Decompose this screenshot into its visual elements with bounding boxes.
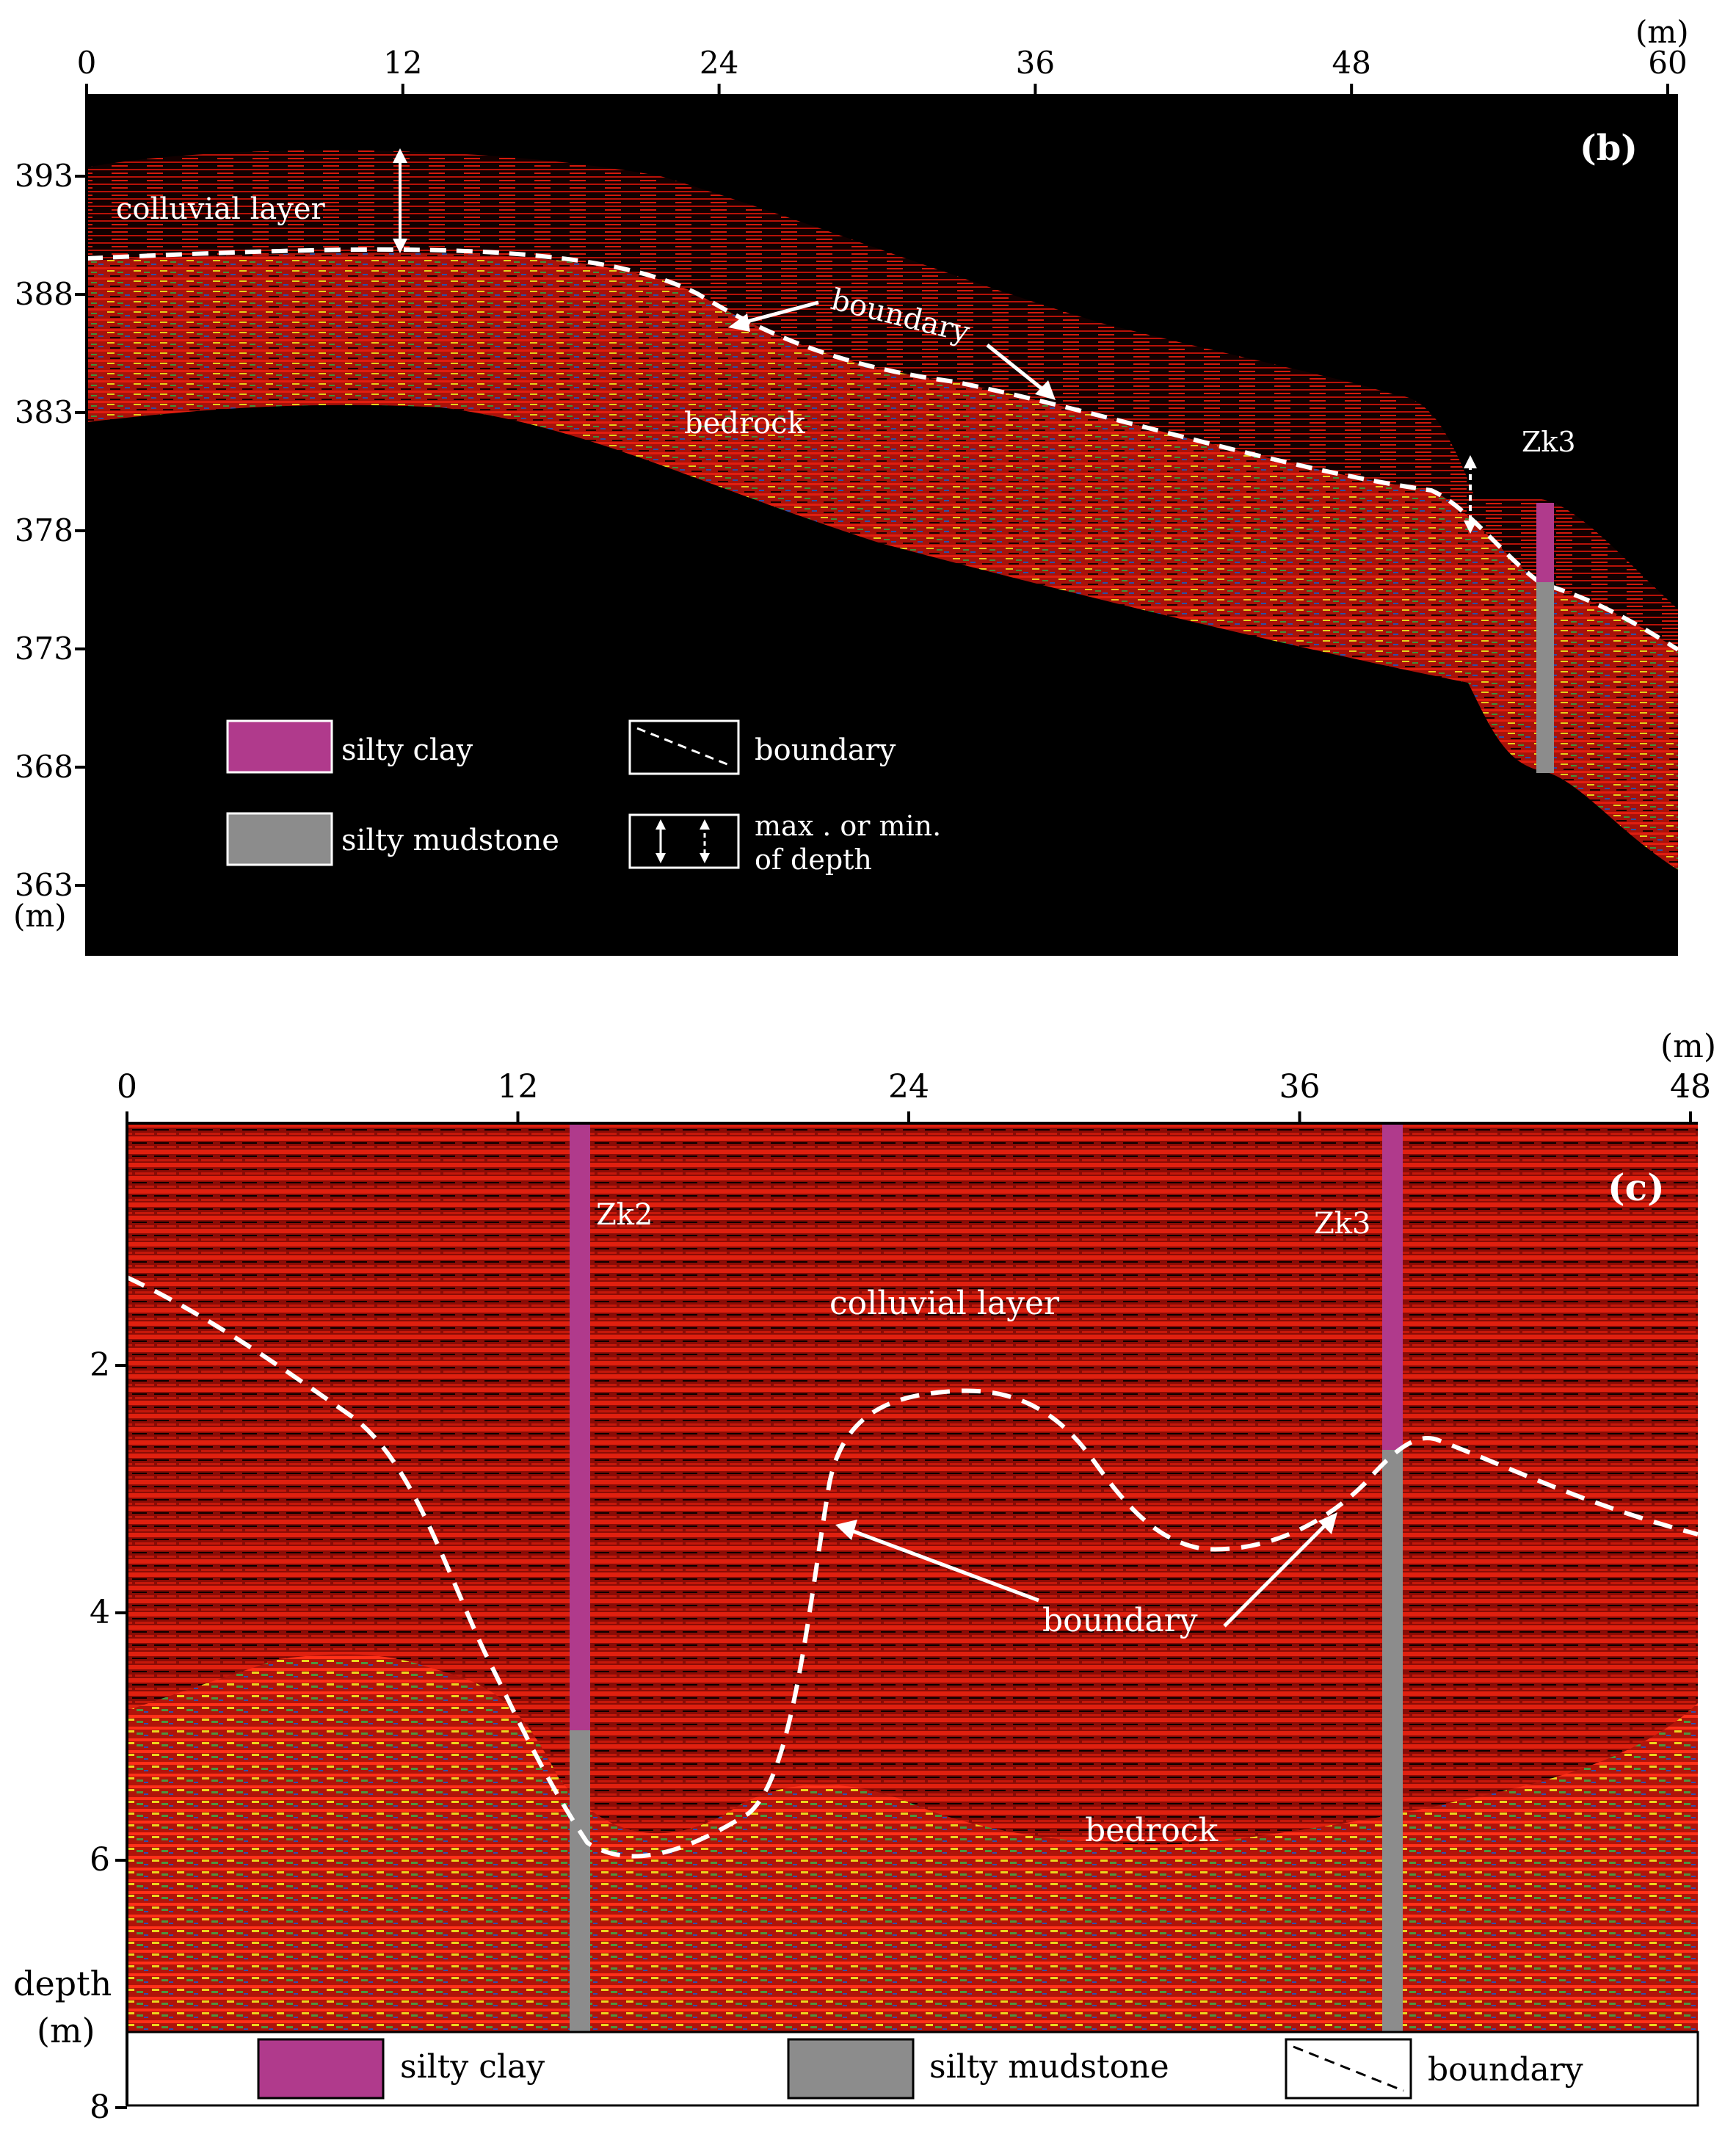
panel-c-borehole-zk2-mudstone (570, 1730, 590, 2032)
legend-b-depth-label-1: max . or min. (755, 810, 941, 842)
panel-b-x-tick-label-4: 48 (1332, 45, 1370, 81)
panel-b-boundary-arrows (728, 300, 1056, 400)
panel-b-y-tick-label-2: 383 (15, 394, 73, 430)
panel-c-bedrock-label: bedrock (1085, 1812, 1219, 1849)
panel-b-colluvial-label: colluvial layer (116, 192, 325, 226)
panel-c-borehole-zk3-label: Zk3 (1314, 1207, 1370, 1241)
panel-b-x-tick-label-1: 12 (383, 45, 422, 81)
panel-b-boundary-line (86, 247, 1679, 652)
legend-b-boundary-label: boundary (755, 733, 896, 767)
legend-b-silty-mudstone-label: silty mudstone (341, 824, 559, 857)
panel-c-borehole-zk3-clay (1382, 1123, 1403, 1450)
panel-c-panel-label: (c) (1608, 1166, 1665, 1209)
panel-b-y-ticks: 393 388 383 378 373 368 363 (15, 158, 87, 903)
panel-b-y-tick-label-3: 378 (15, 512, 73, 548)
panel-b-x-tick-label-0: 0 (77, 45, 97, 81)
panel-b-colluvial-band (87, 150, 1678, 650)
legend-c-silty-clay-swatch (257, 2038, 385, 2100)
panel-c-x-tick-label-3: 36 (1279, 1068, 1321, 1106)
legend-c-silty-mudstone-label: silty mudstone (929, 2048, 1169, 2086)
panel-c-y-label-1: depth (13, 1964, 112, 2003)
panel-b-borehole-label: Zk3 (1522, 426, 1576, 458)
panel-c-y-tick-label-3: 8 (90, 2089, 110, 2126)
panel-c-y-label-2: (m) (37, 2011, 95, 2050)
panel-c-y-tick-label-2: 6 (90, 1841, 110, 1879)
legend-b-silty-clay-swatch (226, 719, 333, 774)
legend-c-silty-mudstone-swatch (787, 2038, 915, 2100)
panel-b-bedrock-band (87, 253, 1678, 870)
legend-c-boundary-label: boundary (1428, 2051, 1583, 2089)
panel-c-x-tick-label-4: 48 (1670, 1068, 1711, 1106)
panel-b-legend: silty clay silty mudstone boundary max .… (226, 719, 941, 876)
panel-b-borehole-mudstone (1536, 582, 1554, 773)
panel-b-panel-label: (b) (1580, 128, 1638, 169)
panel-c-x-ticks: 0 12 24 36 48 (117, 1068, 1711, 1123)
panel-b-min-depth-arrow (1464, 455, 1477, 534)
panel-b: colluvial layer boundary bedrock Zk3 (b)… (13, 14, 1689, 956)
panel-c-x-tick-label-2: 24 (888, 1068, 929, 1106)
panel-c-y-tick-label-1: 4 (90, 1594, 110, 1631)
panel-c-x-tick-label-0: 0 (117, 1068, 137, 1106)
panel-c-borehole-zk2-clay (570, 1123, 590, 1730)
panel-b-y-tick-label-1: 388 (15, 276, 73, 312)
panel-b-max-depth-arrow (393, 148, 407, 253)
panel-b-x-tick-label-5: 60 (1648, 45, 1687, 81)
panel-b-bedrock-label: bedrock (684, 407, 805, 440)
panel-b-y-tick-label-0: 393 (15, 158, 73, 194)
panel-b-x-unit: (m) (1635, 14, 1689, 50)
panel-c-y-ticks: 2 4 6 8 (90, 1346, 127, 2126)
panel-b-y-unit: (m) (13, 898, 67, 934)
panel-b-y-tick-label-4: 373 (15, 631, 73, 667)
panel-b-x-tick-label-3: 36 (1016, 45, 1055, 81)
panel-c-bedrock-band (127, 1654, 1698, 2032)
panel-c-boundary-label: boundary (1042, 1602, 1198, 1639)
panel-b-y-tick-label-5: 368 (15, 749, 73, 785)
panel-b-x-ticks: 0 12 24 36 48 60 (77, 45, 1688, 95)
legend-c-silty-clay-label: silty clay (400, 2048, 545, 2086)
panel-b-x-tick-label-2: 24 (700, 45, 738, 81)
panel-c-boundary-arrows (835, 1512, 1337, 1628)
panel-c-colluvial-label: colluvial layer (829, 1285, 1060, 1322)
panel-c-y-tick-label-0: 2 (90, 1346, 110, 1384)
panel-b-borehole-clay (1536, 503, 1554, 582)
legend-b-depth-swatch (628, 813, 740, 869)
legend-b-depth-label-2: of depth (755, 843, 872, 876)
panel-b-y-tick-label-6: 363 (15, 867, 73, 903)
panel-c-boundary-line (126, 1275, 1699, 1859)
panel-c-x-unit: (m) (1660, 1028, 1716, 1065)
panel-c-legend: silty clay silty mudstone boundary (126, 2031, 1699, 2107)
panel-c-borehole-zk3-mudstone (1382, 1450, 1403, 2032)
panel-c-x-tick-label-1: 12 (498, 1068, 539, 1106)
legend-b-silty-clay-label: silty clay (341, 733, 473, 767)
panel-c-borehole-zk2-label: Zk2 (596, 1198, 653, 1232)
panel-c: Zk2 Zk3 colluvial layer boundary bedrock… (13, 1028, 1716, 2126)
legend-b-silty-mudstone-swatch (226, 812, 333, 866)
